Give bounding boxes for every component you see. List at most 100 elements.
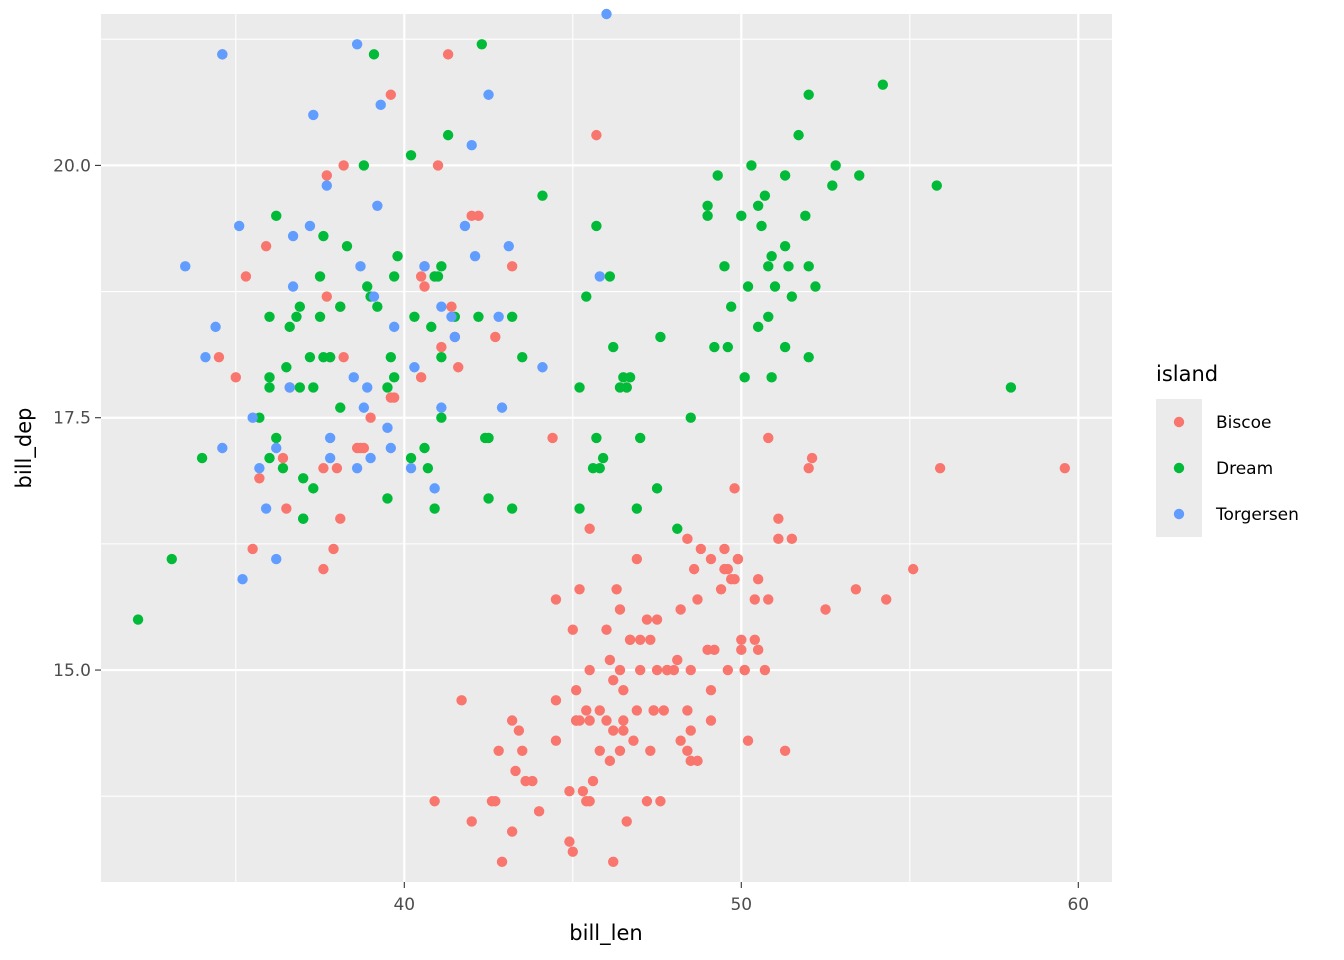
point-dream (372, 301, 383, 312)
point-biscoe (533, 806, 545, 817)
point-torgersen (375, 99, 386, 111)
point-dream (756, 220, 767, 232)
point-biscoe (682, 533, 693, 545)
point-dream (763, 311, 774, 322)
point-torgersen (372, 200, 383, 211)
point-biscoe (254, 473, 265, 484)
point-biscoe (786, 533, 798, 545)
point-biscoe (614, 604, 626, 615)
point-dream (264, 372, 275, 383)
point-dream (594, 462, 605, 474)
point-torgersen (493, 311, 504, 322)
point-biscoe (594, 705, 605, 716)
point-torgersen (385, 442, 397, 454)
point-biscoe (318, 462, 329, 474)
point-biscoe (628, 735, 639, 746)
point-biscoe (850, 584, 862, 595)
point-dream (766, 372, 777, 383)
point-biscoe (685, 725, 696, 736)
point-biscoe (675, 604, 686, 615)
point-dream (800, 210, 811, 222)
point-torgersen (260, 503, 272, 514)
point-biscoe (490, 796, 501, 807)
point-biscoe (719, 543, 730, 555)
point-biscoe (331, 462, 343, 474)
point-dream (429, 271, 440, 282)
point-dream (672, 523, 683, 534)
point-dream (769, 281, 781, 292)
point-biscoe (736, 644, 747, 656)
legend-label-dream: Dream (1216, 459, 1273, 479)
point-biscoe (668, 664, 680, 676)
point-dream (574, 382, 585, 393)
point-torgersen (321, 180, 332, 191)
point-biscoe (277, 452, 289, 464)
point-biscoe (763, 432, 774, 444)
point-biscoe (247, 543, 258, 555)
point-dream (335, 402, 346, 413)
point-biscoe (759, 664, 771, 676)
point-dream (752, 200, 764, 211)
point-biscoe (742, 735, 754, 746)
point-dream (736, 210, 747, 222)
point-dream (810, 281, 821, 292)
point-biscoe (506, 826, 518, 837)
point-biscoe (614, 745, 626, 756)
point-torgersen (382, 422, 393, 434)
point-biscoe (685, 664, 696, 676)
point-dream (368, 49, 380, 60)
point-biscoe (672, 654, 683, 666)
point-dream (314, 311, 326, 322)
point-biscoe (635, 664, 646, 676)
point-torgersen (459, 220, 471, 232)
point-torgersen (388, 321, 400, 333)
x-tick-label: 60 (1067, 895, 1089, 915)
point-biscoe (456, 695, 467, 706)
point-biscoe (752, 644, 764, 656)
x-axis-title: bill_len (569, 921, 642, 946)
y-tick-label: 20.0 (53, 156, 91, 176)
point-torgersen (304, 220, 316, 232)
point-dream (308, 382, 319, 393)
point-dream (803, 351, 814, 363)
point-dream (442, 129, 454, 141)
point-biscoe (564, 785, 575, 797)
y-tick-label: 17.5 (53, 409, 91, 429)
point-biscoe (719, 563, 730, 575)
legend-title: island (1156, 362, 1218, 386)
legend-key-dream (1173, 462, 1185, 474)
point-biscoe (436, 341, 447, 353)
point-dream (591, 220, 602, 232)
point-biscoe (335, 513, 346, 524)
point-torgersen (217, 442, 228, 454)
point-dream (271, 432, 282, 444)
point-dream (436, 261, 447, 272)
legend-key-torgersen (1173, 508, 1185, 520)
point-biscoe (574, 584, 585, 595)
point-biscoe (550, 594, 562, 605)
point-dream (388, 372, 400, 383)
point-torgersen (419, 261, 430, 272)
point-biscoe (564, 836, 575, 847)
point-dream (318, 230, 329, 242)
point-biscoe (692, 755, 703, 767)
point-dream (409, 311, 420, 322)
point-biscoe (749, 594, 760, 605)
point-biscoe (550, 735, 562, 746)
point-biscoe (651, 664, 663, 676)
point-torgersen (469, 251, 481, 262)
point-dream (722, 341, 734, 353)
point-biscoe (230, 372, 241, 383)
point-torgersen (436, 301, 447, 312)
point-biscoe (496, 856, 508, 868)
point-biscoe (806, 452, 818, 464)
point-dream (291, 311, 302, 322)
point-torgersen (429, 483, 440, 494)
point-biscoe (513, 725, 525, 736)
point-biscoe (338, 160, 349, 171)
point-biscoe (881, 594, 892, 605)
point-biscoe (645, 745, 656, 756)
y-axis: 15.0 17.5 20.0 (53, 156, 101, 681)
point-dream (473, 311, 484, 322)
point-biscoe (584, 664, 595, 676)
